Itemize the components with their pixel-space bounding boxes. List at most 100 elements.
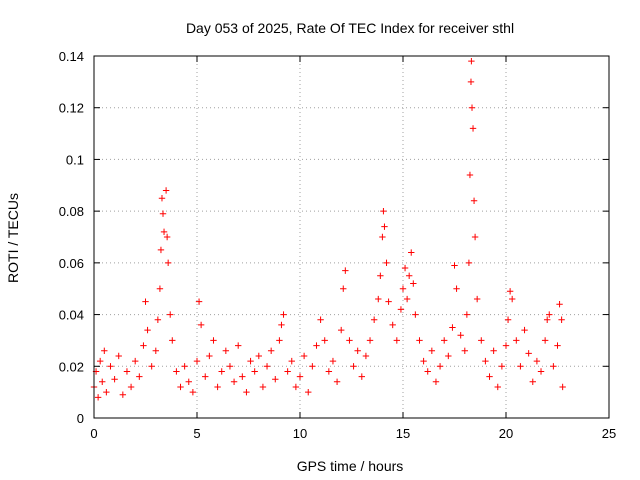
data-point bbox=[416, 337, 423, 344]
data-point bbox=[340, 285, 347, 292]
data-point bbox=[506, 288, 514, 295]
data-point bbox=[482, 357, 489, 365]
data-point bbox=[278, 321, 285, 329]
data-point bbox=[471, 233, 479, 241]
data-point bbox=[380, 207, 387, 215]
data-point bbox=[517, 363, 524, 370]
data-point bbox=[377, 272, 384, 279]
y-tick-label: 0.1 bbox=[66, 152, 84, 167]
data-point bbox=[410, 280, 417, 287]
data-point bbox=[305, 388, 312, 396]
data-point bbox=[214, 383, 221, 391]
chart-title: Day 053 of 2025, Rate Of TEC Index for r… bbox=[186, 20, 514, 36]
data-point bbox=[358, 373, 365, 380]
data-point bbox=[550, 363, 557, 370]
data-point bbox=[96, 357, 104, 365]
data-point bbox=[502, 342, 510, 349]
data-point bbox=[226, 363, 234, 370]
data-point bbox=[449, 324, 456, 331]
data-point bbox=[525, 350, 532, 357]
data-point bbox=[558, 316, 565, 323]
data-point bbox=[157, 246, 165, 254]
data-point bbox=[140, 342, 147, 349]
data-point bbox=[420, 357, 427, 365]
data-point bbox=[267, 347, 275, 354]
data-point bbox=[490, 347, 497, 354]
data-point bbox=[466, 171, 474, 179]
plot-frame bbox=[93, 55, 610, 419]
data-point bbox=[366, 337, 374, 344]
grid-lines bbox=[94, 56, 609, 418]
data-point bbox=[412, 311, 419, 318]
data-point bbox=[389, 321, 396, 329]
data-point bbox=[111, 376, 118, 383]
data-point bbox=[544, 316, 551, 323]
data-point bbox=[123, 368, 131, 375]
data-point bbox=[342, 267, 349, 274]
data-point bbox=[346, 337, 353, 344]
data-point bbox=[251, 368, 258, 375]
data-point bbox=[127, 383, 135, 391]
data-point bbox=[432, 378, 440, 385]
data-point bbox=[193, 357, 201, 365]
x-tick-label: 15 bbox=[396, 426, 410, 441]
data-point bbox=[136, 373, 143, 380]
data-point bbox=[468, 57, 475, 65]
data-point bbox=[99, 378, 106, 385]
y-tick-label: 0.08 bbox=[59, 204, 84, 219]
data-point bbox=[533, 357, 541, 365]
data-point bbox=[494, 383, 501, 391]
data-point bbox=[383, 259, 390, 267]
data-point bbox=[159, 210, 167, 217]
y-axis-title: ROTI / TECUs bbox=[5, 193, 21, 283]
data-point bbox=[325, 368, 333, 375]
data-point bbox=[498, 363, 506, 370]
data-point bbox=[280, 311, 287, 318]
data-point bbox=[162, 187, 170, 194]
data-point bbox=[541, 337, 549, 344]
y-tick-label: 0 bbox=[77, 411, 84, 426]
data-point bbox=[393, 337, 401, 344]
data-point bbox=[284, 368, 291, 375]
data-point bbox=[101, 347, 108, 354]
data-point bbox=[508, 295, 516, 303]
data-point bbox=[354, 347, 361, 354]
data-point bbox=[167, 311, 174, 318]
data-point bbox=[350, 363, 357, 370]
data-point bbox=[164, 259, 172, 267]
x-axis-title: GPS time / hours bbox=[297, 458, 404, 474]
y-tick-label: 0.14 bbox=[59, 49, 84, 64]
data-point bbox=[385, 298, 392, 305]
data-point bbox=[152, 347, 159, 354]
data-point bbox=[169, 337, 176, 344]
data-point bbox=[313, 342, 320, 349]
y-tick-label: 0.06 bbox=[59, 256, 84, 271]
data-point bbox=[292, 383, 300, 391]
data-point bbox=[451, 262, 458, 269]
data-point bbox=[247, 357, 254, 365]
data-point bbox=[296, 373, 304, 380]
data-point bbox=[468, 104, 476, 111]
data-point bbox=[156, 285, 164, 292]
data-point bbox=[537, 368, 545, 375]
data-point bbox=[195, 298, 203, 305]
data-point bbox=[428, 347, 436, 354]
x-tick-label: 10 bbox=[293, 426, 307, 441]
data-point bbox=[329, 357, 337, 365]
data-point bbox=[300, 352, 308, 360]
data-point bbox=[470, 197, 478, 204]
x-tick-label: 20 bbox=[499, 426, 513, 441]
data-point bbox=[401, 264, 409, 272]
data-point bbox=[222, 347, 230, 354]
data-point bbox=[255, 352, 262, 360]
data-point bbox=[288, 357, 295, 365]
data-point bbox=[210, 337, 217, 344]
data-point bbox=[397, 306, 405, 313]
x-tick-label: 5 bbox=[193, 426, 200, 441]
data-point bbox=[321, 337, 328, 344]
data-point bbox=[441, 337, 448, 344]
data-point bbox=[467, 78, 475, 86]
data-point bbox=[333, 378, 341, 385]
y-tick-label: 0.04 bbox=[59, 308, 84, 323]
